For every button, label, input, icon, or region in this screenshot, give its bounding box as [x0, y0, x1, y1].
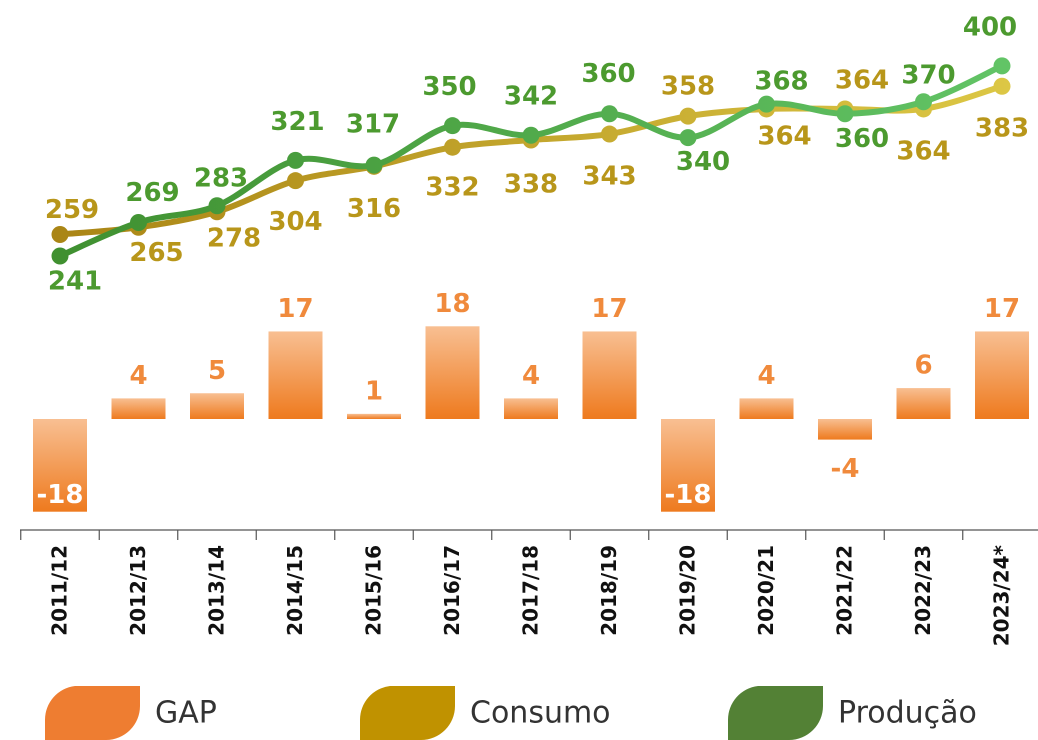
data-label: 350 [422, 72, 476, 102]
legend-label: Produção [838, 696, 977, 731]
x-tick-label: 2016/17 [440, 545, 464, 636]
point [836, 105, 854, 123]
data-label: 241 [48, 266, 102, 296]
data-label: 332 [425, 173, 479, 203]
point [130, 214, 147, 232]
data-label: 338 [504, 170, 558, 200]
x-tick-label: 2022/23 [911, 545, 935, 636]
data-label: 321 [270, 107, 324, 137]
bar [818, 419, 872, 440]
data-label: 316 [347, 194, 401, 224]
legend-label: Consumo [470, 696, 611, 731]
data-label: 17 [984, 294, 1020, 324]
bar [425, 326, 480, 419]
x-tick-label: 2021/22 [833, 545, 857, 636]
data-label: 340 [676, 147, 730, 177]
point [601, 105, 618, 123]
point [444, 117, 461, 135]
data-label: 364 [835, 65, 889, 95]
data-label: 5 [208, 356, 226, 386]
bar [975, 331, 1029, 419]
data-label: -18 [665, 480, 712, 510]
data-label: 368 [754, 67, 808, 97]
data-label: 360 [581, 59, 635, 89]
data-label: 259 [45, 195, 99, 225]
data-label: 364 [896, 136, 950, 166]
point [444, 138, 461, 156]
point [522, 126, 540, 144]
bar [33, 419, 87, 512]
data-label: 269 [125, 178, 179, 208]
data-label: 317 [346, 110, 400, 140]
bar [739, 398, 794, 419]
data-label: 370 [901, 60, 955, 90]
point [287, 151, 304, 169]
data-label: 17 [277, 294, 313, 324]
bar [896, 388, 951, 419]
bar [504, 398, 558, 419]
data-label: 4 [522, 361, 540, 391]
data-label: 1 [365, 376, 383, 406]
point [679, 107, 697, 125]
x-tick-label: 2023/24* [990, 544, 1014, 646]
bar [111, 398, 166, 419]
point [993, 57, 1011, 75]
data-label: 364 [757, 121, 811, 151]
data-label: 265 [129, 238, 183, 268]
point [51, 225, 69, 243]
data-label: 400 [963, 12, 1017, 42]
data-label: 383 [975, 114, 1029, 144]
data-label: -18 [37, 480, 84, 510]
x-tick-label: 2019/20 [676, 545, 700, 636]
data-label: 283 [194, 163, 248, 193]
x-tick-label: 2018/19 [597, 545, 621, 636]
data-label: 4 [757, 361, 775, 391]
point [287, 172, 304, 190]
x-tick-label: 2017/18 [519, 545, 543, 636]
point [208, 197, 226, 215]
data-label: 6 [914, 351, 932, 381]
data-label: 360 [835, 124, 889, 154]
point [758, 95, 775, 113]
data-label: 342 [504, 82, 558, 112]
x-tick-label: 2012/13 [126, 545, 150, 636]
point [679, 129, 697, 147]
data-label: 278 [207, 223, 261, 253]
data-label: 343 [582, 162, 636, 192]
data-label: 358 [661, 72, 715, 102]
point [915, 93, 932, 111]
bar [661, 419, 715, 512]
bar [582, 331, 637, 419]
bar [347, 413, 401, 419]
x-tick-label: 2013/14 [205, 545, 229, 636]
data-label: 18 [434, 289, 470, 319]
x-tick-label: 2015/16 [362, 545, 386, 636]
data-label: -4 [831, 454, 860, 484]
data-label: 17 [591, 294, 627, 324]
legend-swatch [359, 686, 455, 740]
data-label: 4 [129, 361, 147, 391]
data-label: 304 [268, 207, 322, 237]
point [601, 125, 618, 143]
legend-swatch [727, 686, 823, 740]
x-tick-label: 2011/12 [48, 545, 72, 636]
bar [268, 331, 323, 419]
legend-swatch [44, 686, 140, 740]
legend-label: GAP [155, 696, 217, 731]
x-tick-label: 2014/15 [283, 545, 307, 636]
x-tick-label: 2020/21 [754, 545, 778, 636]
bar [190, 393, 244, 419]
point [365, 156, 383, 174]
point [51, 247, 69, 265]
point [993, 77, 1011, 95]
